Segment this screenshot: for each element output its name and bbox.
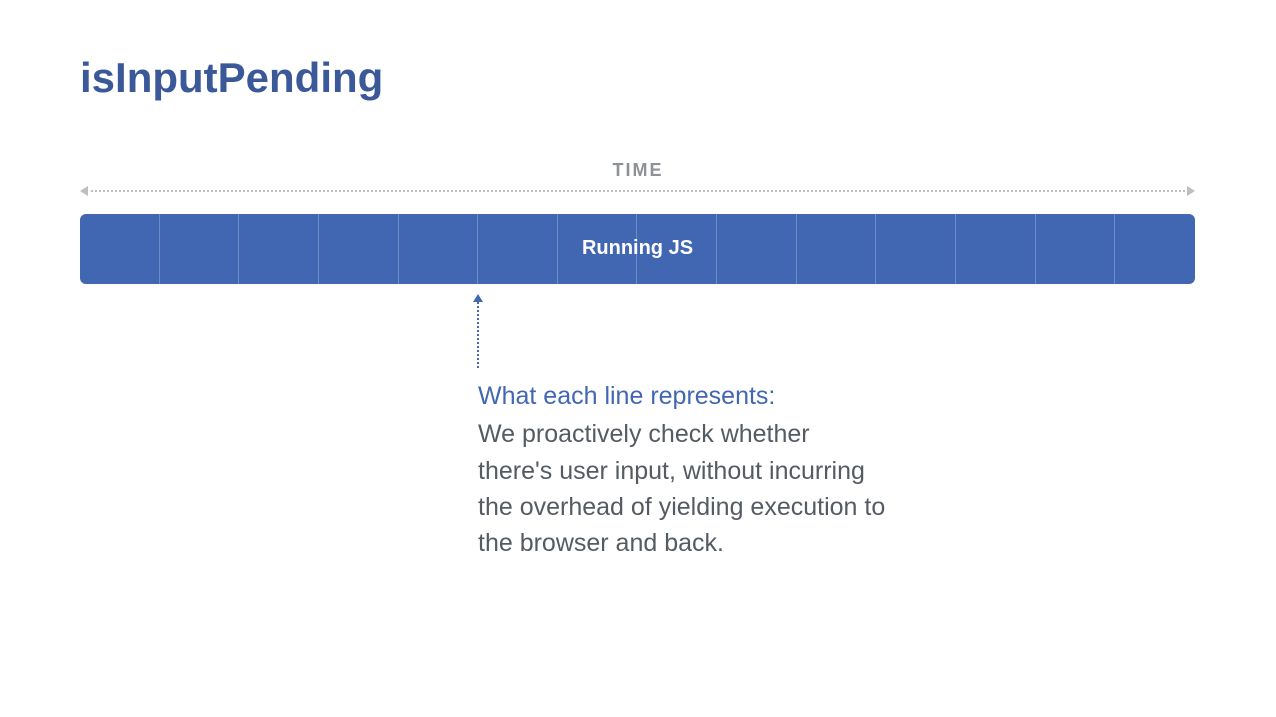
slide-title: isInputPending: [80, 54, 383, 102]
bar-segment: [1115, 214, 1195, 284]
bar-segment: [558, 214, 638, 284]
time-axis-label: TIME: [613, 160, 664, 181]
callout-connector: [473, 294, 483, 368]
time-axis-line: [86, 190, 1189, 192]
bar-segment: [80, 214, 160, 284]
bar-segment: [956, 214, 1036, 284]
bar-segment: [239, 214, 319, 284]
arrow-up-icon: [473, 294, 483, 302]
bar-segment: [637, 214, 717, 284]
bar-segment: [717, 214, 797, 284]
callout-connector-line: [477, 302, 479, 368]
callout-heading: What each line represents:: [478, 378, 888, 414]
bar-segment: [797, 214, 877, 284]
bar-segment: [478, 214, 558, 284]
bar-segment: [876, 214, 956, 284]
bar-segment: [1036, 214, 1116, 284]
bar-segment: [319, 214, 399, 284]
callout-body: We proactively check whether there's use…: [478, 420, 885, 557]
time-axis: [80, 186, 1195, 196]
bar-segment: [399, 214, 479, 284]
callout-text: What each line represents: We proactivel…: [478, 378, 888, 561]
arrow-right-icon: [1187, 186, 1195, 196]
running-js-bar: [80, 214, 1195, 284]
bar-segment: [160, 214, 240, 284]
